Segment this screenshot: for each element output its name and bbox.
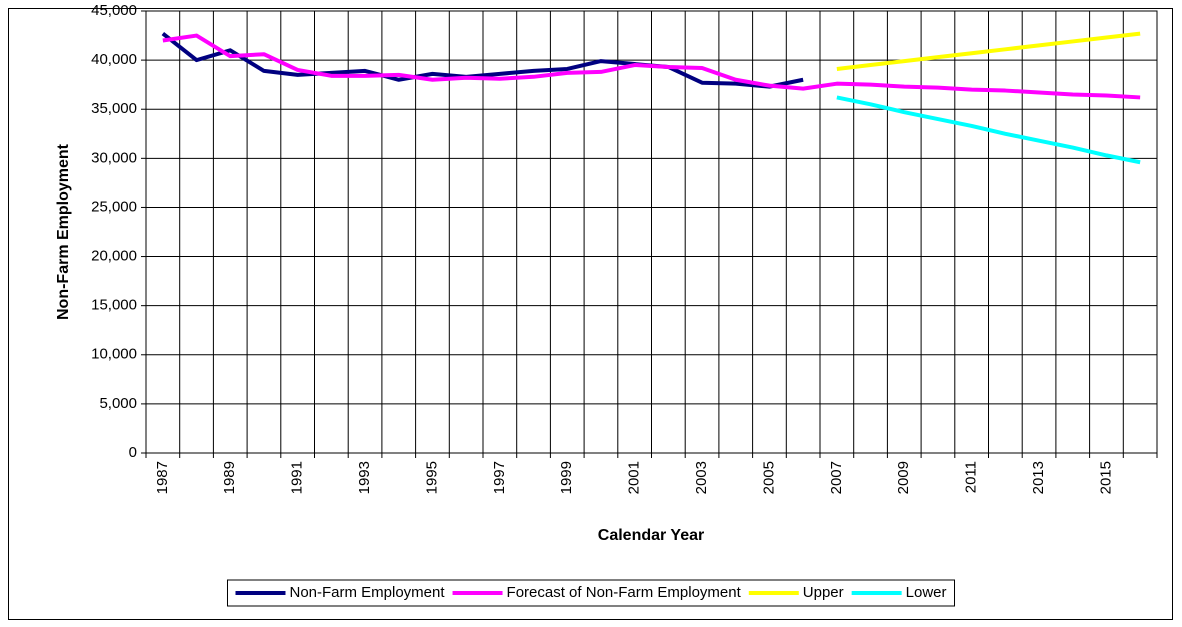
series-line <box>161 32 804 89</box>
y-tick-label: 10,000 <box>91 346 137 363</box>
x-tick-label: 1993 <box>356 461 373 494</box>
x-tick-label: 1997 <box>491 461 508 494</box>
y-tick-label: 20,000 <box>91 248 137 265</box>
x-tick-label: 2015 <box>1097 461 1114 494</box>
x-tick-label: 1989 <box>221 461 238 494</box>
legend-box <box>226 579 956 607</box>
y-tick-label: 25,000 <box>91 198 137 215</box>
y-tick-label: 0 <box>129 444 137 461</box>
x-tick-label: 2007 <box>828 461 845 494</box>
legend-label: Non-Farm Employment <box>289 584 445 601</box>
x-tick-label: 1987 <box>154 461 171 494</box>
y-tick-label: 30,000 <box>91 149 137 166</box>
series-line <box>836 95 1141 165</box>
x-tick-label: 2009 <box>895 461 912 494</box>
y-tick-label: 45,000 <box>91 2 137 19</box>
legend-label: Lower <box>906 584 947 601</box>
x-tick-label: 1991 <box>289 461 306 494</box>
x-tick-label: 2011 <box>963 461 980 493</box>
x-tick-label: 2001 <box>626 461 643 494</box>
y-tick-label: 35,000 <box>91 100 137 117</box>
chart-border <box>8 8 1173 620</box>
y-tick-label: 40,000 <box>91 51 137 68</box>
x-tick-label: 2003 <box>693 461 710 494</box>
x-tick-label: 1999 <box>558 461 575 494</box>
x-axis-title: Calendar Year <box>598 527 704 544</box>
x-tick-label: 2005 <box>760 461 777 494</box>
x-tick-label: 1995 <box>423 461 440 494</box>
x-tick-label: 2013 <box>1030 461 1047 494</box>
y-tick-label: 5,000 <box>99 395 137 412</box>
legend-label: Forecast of Non-Farm Employment <box>507 584 742 601</box>
series-line <box>162 33 1141 100</box>
y-tick-label: 15,000 <box>91 297 137 314</box>
series-line <box>836 31 1141 71</box>
legend-label: Upper <box>803 584 844 601</box>
y-axis-title: Non-Farm Employment <box>55 143 72 320</box>
legend: Non-Farm Employment Forecast of Non-Farm … <box>226 579 956 607</box>
